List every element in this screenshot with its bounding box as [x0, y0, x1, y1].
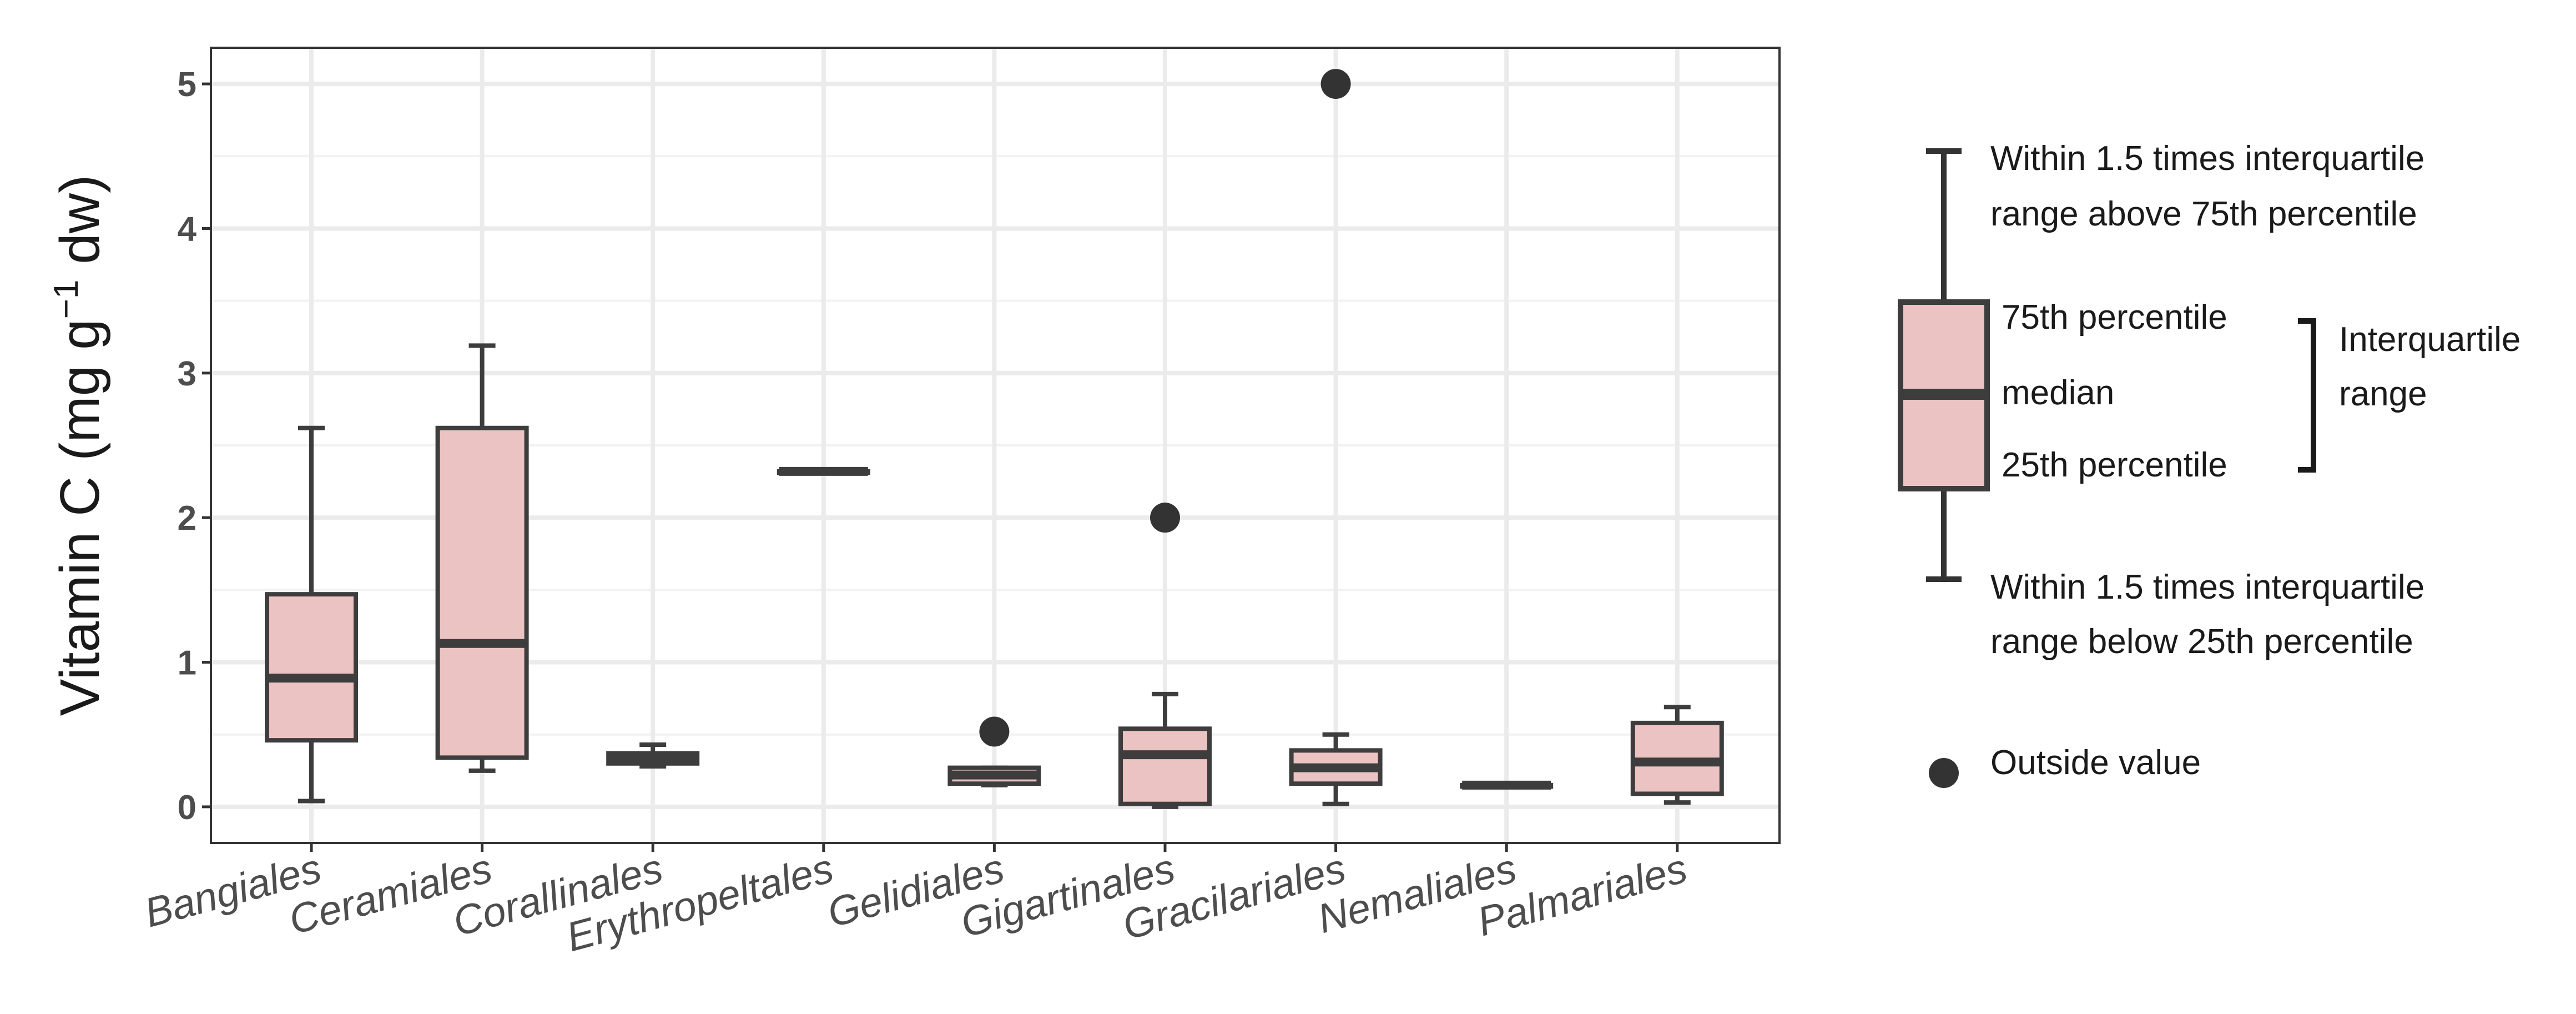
legend-outlier-dot [1929, 758, 1959, 788]
y-tick-label: 3 [178, 355, 196, 393]
box-iqr [265, 592, 358, 743]
box-iqr [1118, 726, 1212, 806]
box-group [606, 742, 700, 769]
y-tick-label: 5 [178, 66, 196, 104]
box-group [435, 343, 529, 773]
legend-upper-whisker-text-1: Within 1.5 times interquartile [1990, 139, 2424, 178]
y-tick-label: 4 [178, 210, 197, 248]
legend-iqr-text-2: range [2339, 375, 2427, 413]
y-tick-label: 1 [178, 644, 196, 682]
legend-lower-whisker-text-1: Within 1.5 times interquartile [1990, 568, 2424, 606]
box-group [265, 425, 358, 804]
y-axis: 0 1 2 3 4 5 [178, 66, 211, 827]
y-tick-label: 0 [178, 789, 196, 827]
y-axis-label-sup: −1 [47, 280, 85, 319]
legend-q3-text: 75th percentile [2002, 298, 2227, 337]
y-axis-label-main: Vitamin C (mg g [49, 319, 111, 716]
outlier-point [979, 716, 1010, 747]
box-group [1630, 705, 1724, 805]
legend-lower-whisker-text-2: range below 25th percentile [1990, 623, 2413, 661]
legend: Within 1.5 times interquartile range abo… [1898, 139, 2520, 788]
legend-iqr-bracket [2298, 318, 2316, 473]
box-group [777, 466, 870, 476]
legend-median-text: median [2002, 374, 2114, 412]
legend-outlier-text: Outside value [1990, 744, 2201, 782]
boxes-layer [265, 69, 1724, 809]
y-axis-label: Vitamin C (mg g−1 dw) [47, 175, 111, 716]
outlier-point [1320, 69, 1351, 99]
outlier-point [1150, 503, 1180, 533]
box-group [947, 716, 1041, 787]
plot-area [210, 47, 1781, 844]
box-group [1289, 69, 1383, 806]
box-group [1460, 780, 1554, 790]
legend-iqr-text-1: Interquartile [2339, 320, 2520, 359]
box-iqr [435, 425, 529, 760]
legend-upper-whisker-text-2: range above 75th percentile [1990, 195, 2417, 233]
y-tick-label: 2 [178, 499, 196, 538]
y-axis-label-tail: dw) [49, 175, 111, 280]
legend-q1-text: 25th percentile [2002, 446, 2227, 484]
box-group [1118, 503, 1212, 809]
